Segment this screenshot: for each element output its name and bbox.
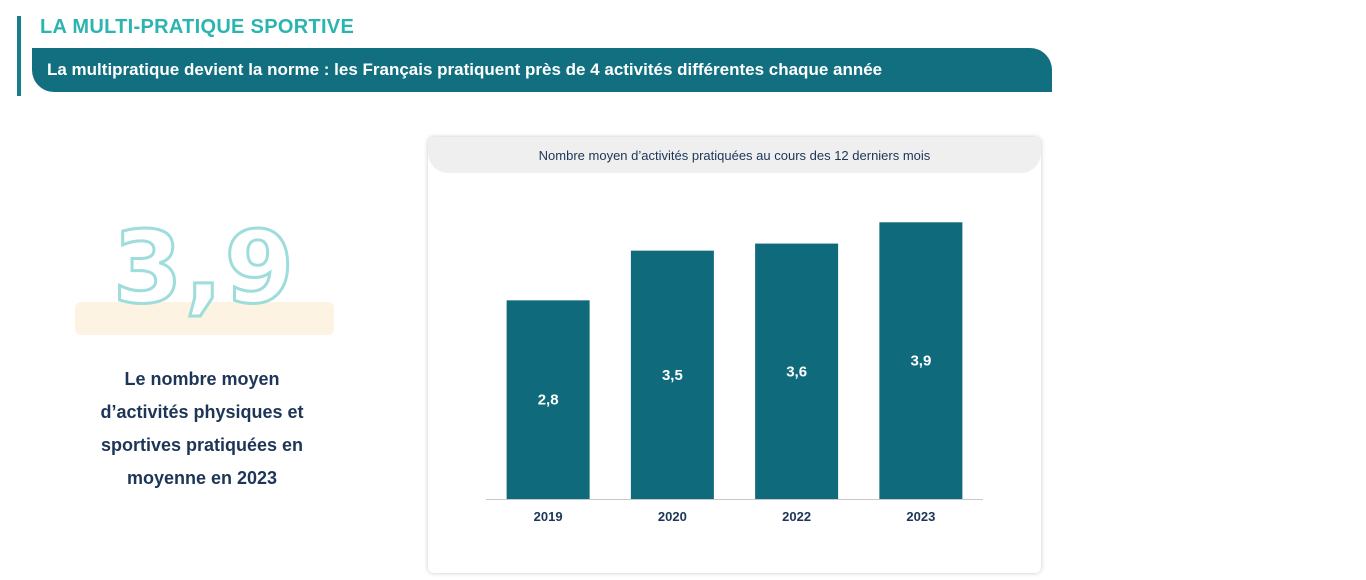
bar-2022 [755,243,839,499]
stat-description-line: moyenne en 2023 [126,468,278,488]
stat-description-line: Le nombre moyen [124,369,280,389]
section-title: LA MULTI-PRATIQUE SPORTIVE [40,16,355,38]
bar-value-label: 3,6 [786,363,807,380]
bar-2019 [506,300,590,499]
bar-value-label: 3,5 [662,367,683,384]
stat-description: Le nombre moyen d’activités physiques et… [66,363,338,495]
bar-value-label: 3,9 [910,353,931,370]
x-tick-label: 2019 [534,509,563,524]
title-accent-bar [17,16,21,96]
bar-chart: 2,8 2019 3,5 2020 3,6 2022 3,9 2023 [486,222,983,524]
x-tick-label: 2020 [658,509,687,524]
bar-2020 [630,250,714,499]
subtitle-banner: La multipratique devient la norme : les … [32,48,1052,92]
stat-description-line: d’activités physiques et [100,402,304,422]
bar-value-label: 2,8 [538,392,559,409]
x-tick-label: 2023 [906,509,935,524]
x-tick-label: 2022 [782,509,811,524]
chart-header: Nombre moyen d’activités pratiquées au c… [428,137,1041,173]
stat-highlight-bar [75,302,334,335]
chart-card: Nombre moyen d’activités pratiquées au c… [428,137,1041,573]
bar-2023 [879,222,963,499]
chart-title: Nombre moyen d’activités pratiquées au c… [538,147,931,163]
stat-value: 3,9 [111,209,297,326]
subtitle-text: La multipratique devient la norme : les … [47,60,883,79]
stat-description-line: sportives pratiquées en [100,435,304,455]
